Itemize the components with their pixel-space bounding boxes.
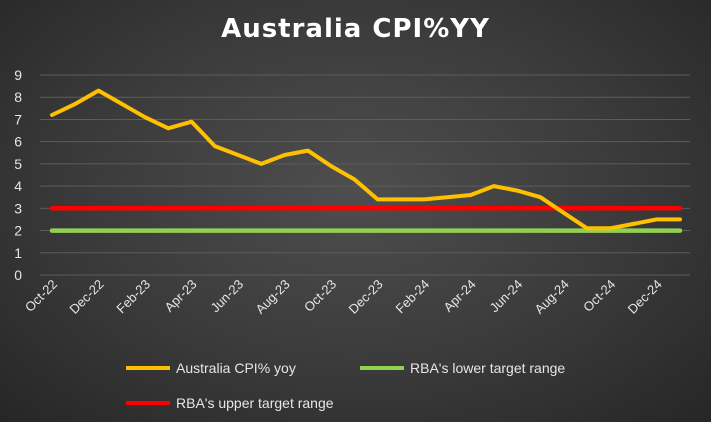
x-tick-label: Dec-23 — [346, 277, 386, 317]
chart-title: Australia CPI%YY — [221, 14, 490, 44]
x-tick-label: Jun-24 — [487, 277, 526, 316]
legend-swatch-upper-target — [126, 401, 170, 405]
y-tick-label: 8 — [14, 89, 22, 105]
x-tick-label: Feb-24 — [393, 277, 433, 317]
x-tick-label: Feb-23 — [113, 277, 153, 317]
y-tick-label: 4 — [14, 178, 22, 194]
legend-swatch-cpi — [126, 366, 170, 370]
y-tick-label: 2 — [14, 223, 22, 239]
y-tick-label: 1 — [14, 245, 22, 261]
x-tick-label: Oct-23 — [301, 277, 339, 315]
y-tick-label: 6 — [14, 134, 22, 150]
x-tick-label: Jun-23 — [207, 277, 246, 316]
x-tick-label: Aug-23 — [252, 277, 292, 317]
y-tick-label: 0 — [14, 267, 22, 283]
gridlines — [40, 74, 690, 276]
x-tick-label: Oct-22 — [22, 277, 60, 315]
x-tick-label: Dec-24 — [625, 277, 665, 317]
legend-item-upper-target: RBA's upper target range — [126, 395, 334, 411]
legend-item-lower-target: RBA's lower target range — [360, 360, 565, 376]
legend-label-upper-target: RBA's upper target range — [176, 395, 334, 411]
legend-item-cpi: Australia CPI% yoy — [126, 360, 296, 376]
series-line-cpi — [50, 88, 682, 231]
y-axis-ticks: 0 1 2 3 4 5 6 7 8 9 — [14, 67, 22, 283]
legend-swatch-lower-target — [360, 366, 404, 370]
x-tick-label: Dec-22 — [66, 277, 106, 317]
legend-label-cpi: Australia CPI% yoy — [176, 360, 296, 376]
series-lines — [49, 88, 683, 233]
y-tick-label: 5 — [14, 156, 22, 172]
x-tick-label: Oct-24 — [580, 277, 618, 315]
y-tick-label: 3 — [14, 200, 22, 216]
y-tick-label: 9 — [14, 67, 22, 83]
x-tick-label: Apr-23 — [161, 277, 199, 315]
x-axis-ticks: Oct-22 Dec-22 Feb-23 Apr-23 Jun-23 Aug-23 Oct-… — [22, 277, 665, 317]
x-tick-label: Aug-24 — [532, 277, 572, 317]
x-tick-label: Apr-24 — [441, 277, 479, 315]
legend-label-lower-target: RBA's lower target range — [410, 360, 566, 376]
y-tick-label: 7 — [14, 111, 22, 127]
